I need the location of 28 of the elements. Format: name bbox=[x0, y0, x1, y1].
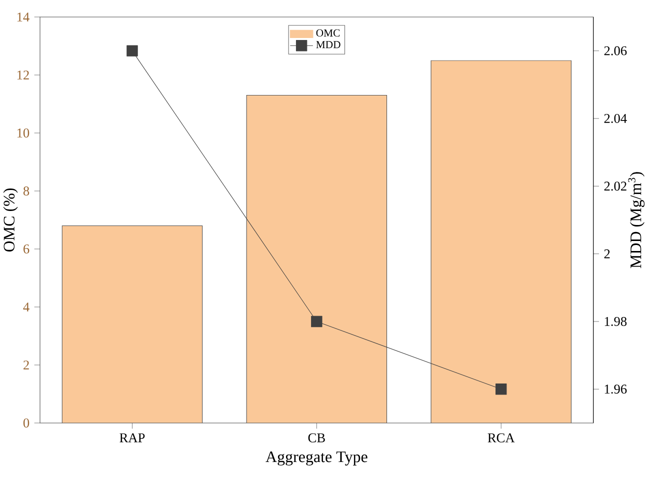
legend-label: OMC bbox=[316, 29, 340, 37]
y-tick-label: 0 bbox=[23, 418, 30, 428]
bar bbox=[62, 226, 202, 423]
y2-tick-label: 2.04 bbox=[604, 114, 627, 124]
y2-tick-label: 2 bbox=[604, 249, 610, 258]
y2-axis-title: MDD (Mg/m$^{3}$) bbox=[628, 172, 645, 268]
y-tick-label: 8 bbox=[23, 186, 30, 196]
x-tick-label: CB bbox=[308, 433, 325, 442]
y2-tick-label: 1.96 bbox=[604, 384, 627, 394]
point bbox=[311, 316, 322, 328]
y-tick-label: 6 bbox=[24, 244, 30, 254]
point bbox=[496, 384, 507, 395]
y-tick-label: 2 bbox=[24, 360, 29, 370]
x-tick-label: RAP bbox=[120, 433, 145, 442]
y-tick-label: 10 bbox=[17, 128, 30, 138]
y-tick-label: 4 bbox=[23, 302, 30, 312]
y-tick-label: 14 bbox=[17, 12, 30, 22]
y-tick-label: 12 bbox=[17, 70, 29, 80]
y2-tick-label: 2.06 bbox=[604, 46, 627, 56]
y2-tick-label: 1.98 bbox=[604, 316, 627, 326]
bar bbox=[430, 60, 572, 423]
y-axis-title: OMC (%) bbox=[3, 188, 18, 252]
y2-tick-label: 2.02 bbox=[604, 182, 626, 191]
point bbox=[126, 45, 138, 56]
x-axis-title: Aggregate Type bbox=[266, 452, 368, 466]
bar bbox=[246, 95, 388, 423]
legend-label: MDD bbox=[316, 41, 340, 48]
x-tick-label: RCA bbox=[488, 433, 515, 442]
